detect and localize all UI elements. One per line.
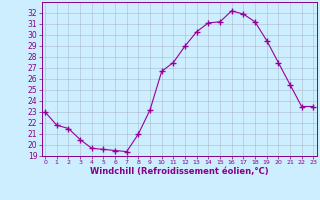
- X-axis label: Windchill (Refroidissement éolien,°C): Windchill (Refroidissement éolien,°C): [90, 167, 268, 176]
